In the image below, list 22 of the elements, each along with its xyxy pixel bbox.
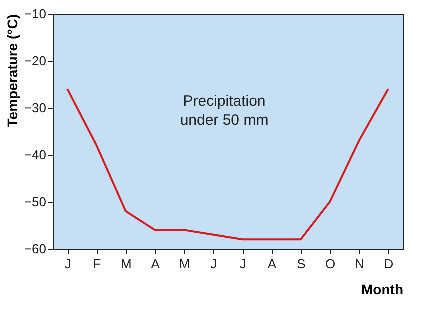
x-tick-label: F <box>93 256 102 272</box>
x-tick-label: D <box>384 256 394 272</box>
x-tick-label: J <box>210 256 218 272</box>
x-tick-label: O <box>326 256 336 272</box>
x-tick-label: N <box>355 256 364 272</box>
y-tick-label: −50 <box>24 194 46 210</box>
line-series <box>66 88 390 241</box>
x-axis-title: Month <box>362 282 404 298</box>
x-tick-label: J <box>64 256 72 272</box>
x-tick-label: A <box>268 256 277 272</box>
annotation: Precipitation under 50 mm <box>180 92 269 129</box>
x-tick-label: M <box>120 256 132 272</box>
y-axis-title: Temperature (°C) <box>4 14 20 128</box>
y-tick-label: −60 <box>24 242 46 256</box>
y-tick-label: −30 <box>24 100 46 116</box>
x-tick-label: S <box>297 256 306 272</box>
x-tick-label: J <box>240 256 246 272</box>
y-tick-label: −20 <box>24 54 46 68</box>
y-tick-label: −40 <box>24 148 46 162</box>
x-tick-label: M <box>179 256 190 272</box>
y-tick-label: −10 <box>24 6 46 22</box>
x-tick-label: A <box>151 256 160 272</box>
